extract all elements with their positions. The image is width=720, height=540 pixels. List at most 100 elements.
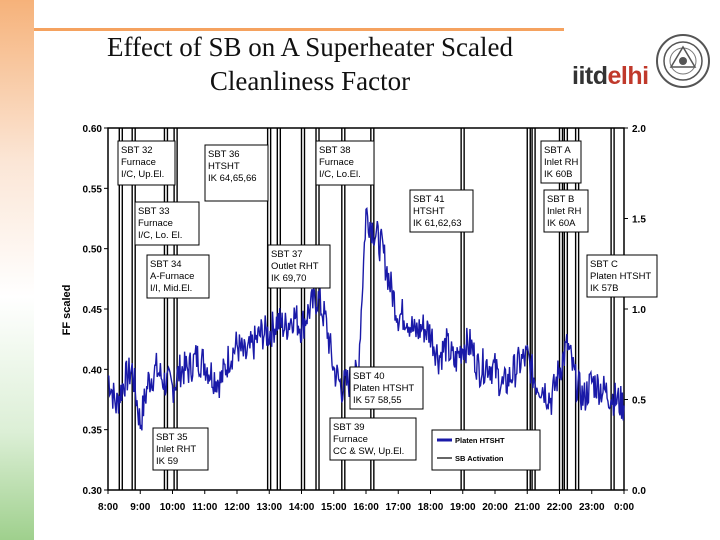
annotation-frame [349,366,424,410]
annotation-line: IK 64,65,66 [208,173,257,184]
annotation-line: SBT 37 [271,249,303,260]
annotation-line: IK 59 [156,456,178,467]
annotation-line: Platen HTSHT [353,383,414,394]
x-tick-label: 16:00 [353,502,379,513]
y-axis-label: FF scaled [61,285,73,336]
x-tick-label: 10:00 [160,502,186,513]
x-tick-label: 15:00 [321,502,347,513]
x-tick-label: 20:00 [482,502,508,513]
y2-tick-label: 1.0 [632,305,646,316]
legend: Platen HTSHT SB Activation [431,429,541,471]
annotation-frame [409,189,474,233]
annotation-frame [146,254,210,299]
annotation-line: SBT 32 [121,145,153,156]
y-tick-label: 0.30 [83,486,103,497]
annotation-line: IK 60B [544,169,573,180]
annotation-line: I/C, Lo.El. [319,169,361,180]
annotation-line: SBT B [547,194,574,205]
x-tick-label: 9:00 [130,502,150,513]
annotation-line: SBT 36 [208,149,240,160]
annotation-line: I/C, Lo. El. [138,230,182,241]
y2-tick-label: 1.5 [632,215,646,226]
slide-title-line2: Cleanliness Factor [209,66,411,96]
logo-iitd: iitd [572,62,608,90]
slide-title-line1: Effect of SB on A Superheater Scaled [107,32,513,62]
iitdelhi-logo-text: iitdelhi [572,62,649,91]
annotation-line: IK 57B [590,283,619,294]
annotation-line: I/C, Up.El. [121,169,164,180]
series-line-platen-htsht [107,206,625,431]
annotation-line: SBT 38 [319,145,351,156]
y-tick-label: 0.40 [83,365,103,376]
y-tick-label: 0.35 [83,426,103,437]
y-tick-label: 0.60 [83,124,103,135]
y-axis: 0.30 0.35 0.40 0.45 0.50 0.55 0.60 [83,124,108,497]
annotation-line: Furnace [121,157,156,168]
x-tick-label: 0:00 [614,502,634,513]
x-tick-label: 8:00 [98,502,118,513]
series-group [107,206,625,431]
slide-title: Effect of SB on A Superheater Scaled Cle… [90,30,530,98]
x-axis: 8:00 9:00 10:00 11:00 12:00 13:00 14:00 15:00 16… [98,490,634,513]
annotation-line: HTSHT [413,206,445,217]
x-tick-label: 12:00 [224,502,250,513]
annotation-line: IK 57 58,55 [353,395,402,406]
x-tick-label: 22:00 [547,502,573,513]
annotation-line: IK 61,62,63 [413,218,462,229]
annotation-line: Inlet RH [544,157,578,168]
annotation-line: SBT 41 [413,194,445,205]
decorative-top-band [34,28,564,31]
annotation-frame [315,140,375,186]
legend-label-series: Platen HTSHT [455,436,505,445]
annotation-frame [117,140,176,186]
annotation-line: Furnace [138,218,173,229]
legend-label-activation: SB Activation [455,454,504,463]
y-tick-label: 0.50 [83,245,103,256]
annotation-line: SBT 34 [150,259,182,270]
annotation-line: Outlet RHT [271,261,319,272]
annotation-line: Furnace [333,434,368,445]
annotation-frame [267,244,331,289]
annotation-line: Inlet RHT [156,444,196,455]
annotation-line: SBT 40 [353,371,385,382]
annotation-line: IK 69,70 [271,273,306,284]
annotation-frame [329,417,417,461]
annotation-line: SBT 33 [138,206,170,217]
y2-tick-label: 2.0 [632,124,646,135]
legend-box [431,429,541,471]
y2-axis: 0.0 0.5 1.0 1.5 2.0 [624,124,646,497]
annotation-frame [152,427,209,471]
annotation-line: I/I, Mid.El. [150,283,192,294]
decorative-left-band [0,0,34,540]
y2-tick-label: 0.5 [632,396,646,407]
annotation-frame [543,189,589,233]
annotation-frame [540,140,582,184]
annotation-line: SBT 35 [156,432,188,443]
annotation-line: HTSHT [208,161,240,172]
annotation-line: IK 60A [547,218,576,229]
annotation-line: Platen HTSHT [590,271,651,282]
annotation-frame [134,201,200,246]
annotation-line: SBT C [590,259,618,270]
y2-tick-label: 0.0 [632,486,646,497]
x-tick-label: 17:00 [385,502,411,513]
logo-delhi: elhi [607,62,650,90]
iit-seal-icon [656,34,710,88]
y-tick-label: 0.55 [83,184,103,195]
x-tick-label: 19:00 [450,502,476,513]
annotation-line: CC & SW, Up.El. [333,446,404,457]
x-tick-label: 11:00 [192,502,217,513]
x-tick-label: 14:00 [289,502,315,513]
